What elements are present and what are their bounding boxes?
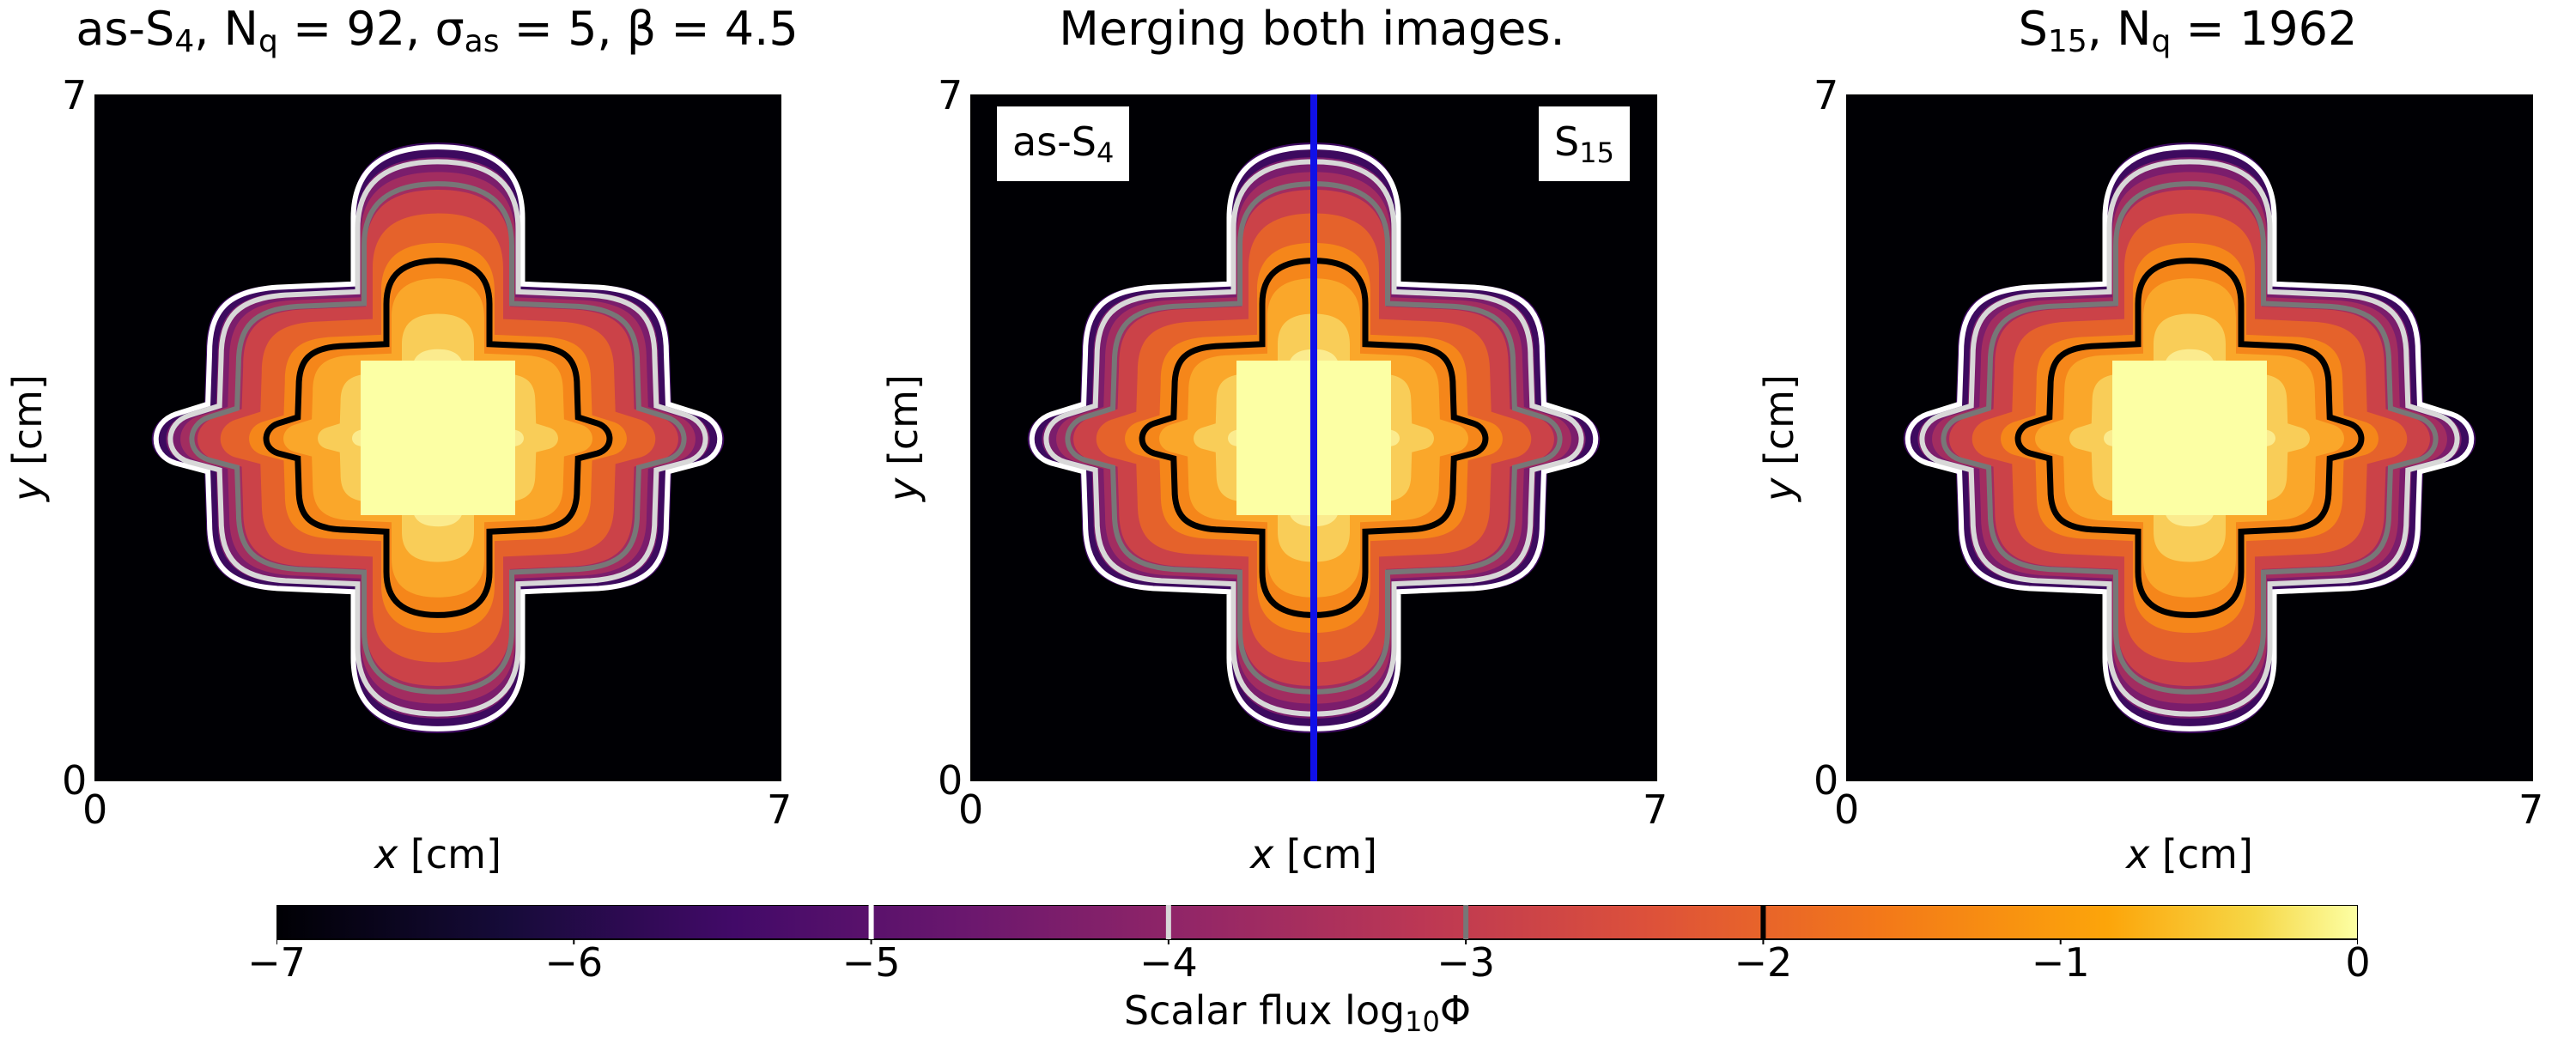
flux-contour-line — [189, 181, 687, 695]
panel3-ytick-bottom: 0 — [1814, 757, 1839, 804]
panel2-title: Merging both images. — [1059, 2, 1565, 56]
panel1-xlabel: x [cm] — [374, 831, 501, 877]
panel2-ytick-top: 7 — [938, 72, 963, 118]
colorbar-tick-label: −4 — [1139, 939, 1198, 986]
flux-contour-line — [263, 258, 613, 618]
flux-contour-line — [2014, 258, 2365, 618]
panel2-heatmap — [970, 94, 1657, 781]
panel2-left-annotation: as-S4 — [997, 106, 1130, 181]
source-region — [361, 361, 515, 515]
colorbar-gradient — [276, 905, 2358, 940]
panel3-ytick-top: 7 — [1814, 72, 1839, 118]
panel1-xtick-right: 7 — [767, 786, 793, 833]
axes-frame — [1846, 94, 2533, 781]
panel3-title: S15, Nq = 1962 — [2018, 2, 2358, 59]
panel2-right-annotation: S15 — [1539, 106, 1630, 181]
panel1-title: as-S4, Nq = 92, σas = 5, β = 4.5 — [76, 2, 799, 59]
axes-frame — [94, 94, 781, 781]
flux-contour-line — [1919, 159, 2460, 717]
flux-contour-line — [1941, 181, 2439, 695]
source-region — [2112, 361, 2267, 515]
colorbar-tick-label: −1 — [2031, 939, 2090, 986]
panel3-xtick-left: 0 — [1834, 786, 1860, 833]
colorbar-tick-label: −3 — [1437, 939, 1496, 986]
panel2-xtick-left: 0 — [958, 786, 984, 833]
panel2-xlabel: x [cm] — [1250, 831, 1377, 877]
panel3-xtick-right: 7 — [2518, 786, 2544, 833]
colorbar-label: Scalar flux log10Φ — [1123, 987, 1472, 1038]
colorbar-tick-label: −5 — [841, 939, 901, 986]
panel1-ytick-top: 7 — [62, 72, 88, 118]
panel3-heatmap — [1846, 94, 2533, 781]
panel1-heatmap — [94, 94, 781, 781]
panel3-xlabel: x [cm] — [2126, 831, 2253, 877]
colorbar-tick-label: −7 — [247, 939, 306, 986]
panel3-ylabel: y [cm] — [1756, 374, 1802, 501]
colorbar — [276, 905, 2358, 944]
colorbar-tick-label: −6 — [544, 939, 604, 986]
flux-contour-line — [153, 144, 723, 731]
panel1-ylabel: y [cm] — [4, 374, 51, 501]
colorbar-tick-label: −2 — [1734, 939, 1793, 986]
panel2-ytick-bottom: 0 — [938, 757, 963, 804]
colorbar-tick-label: 0 — [2345, 939, 2371, 986]
flux-contour-line — [1905, 144, 2475, 731]
panel1-ytick-bottom: 0 — [62, 757, 88, 804]
panel2-xtick-right: 7 — [1643, 786, 1668, 833]
panel2-ylabel: y [cm] — [880, 374, 927, 501]
panel1-xtick-left: 0 — [82, 786, 108, 833]
flux-contour-line — [167, 159, 708, 717]
